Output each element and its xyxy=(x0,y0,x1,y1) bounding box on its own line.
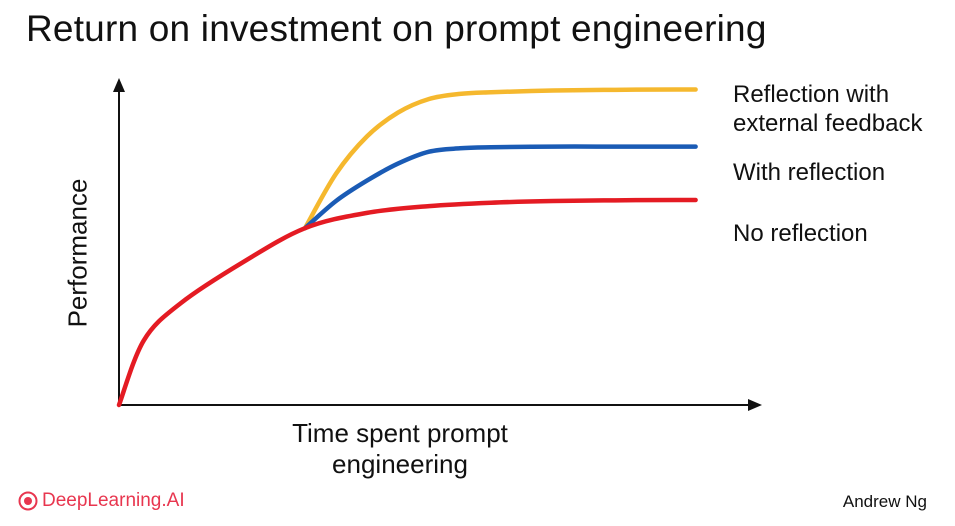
series-line-no-reflection xyxy=(116,197,698,408)
series-line-external-feedback xyxy=(302,87,698,231)
author-name: Andrew Ng xyxy=(842,492,927,511)
x-axis-arrow-icon xyxy=(748,399,762,411)
y-axis-label: Performance xyxy=(62,178,93,328)
brand: DeepLearning.AI xyxy=(18,490,185,512)
series-label-external-feedback: Reflection with external feedback xyxy=(733,81,923,137)
y-axis-arrow-icon xyxy=(113,78,125,92)
brand-name: DeepLearning.AI xyxy=(42,490,185,511)
chart-title: Return on investment on prompt engineeri… xyxy=(26,8,767,49)
x-axis-label: Time spent prompt engineering xyxy=(292,418,508,479)
series-lines xyxy=(116,87,698,408)
axes xyxy=(113,78,762,411)
deeplearning-logo-icon xyxy=(18,491,38,511)
series-label-with-reflection: With reflection xyxy=(733,159,886,186)
series-line-with-reflection xyxy=(302,144,698,231)
series-label-no-reflection: No reflection xyxy=(733,220,868,247)
